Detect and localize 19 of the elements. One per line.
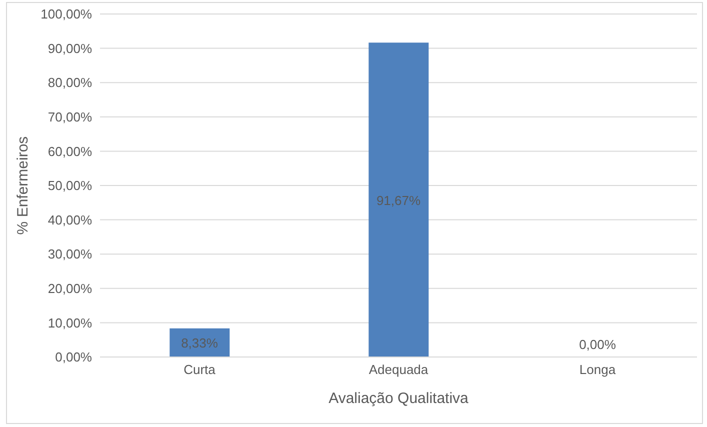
y-tick-label: 90,00%	[48, 40, 92, 56]
y-axis-title: % Enfermeiros	[14, 136, 32, 235]
data-label: 0,00%	[579, 337, 616, 352]
y-tick-label: 50,00%	[48, 178, 92, 194]
y-tick-label: 10,00%	[48, 315, 92, 330]
y-tick-label: 20,00%	[48, 281, 92, 296]
data-label: 8,33%	[181, 336, 218, 351]
y-tick-label: 40,00%	[48, 212, 92, 228]
y-tick-label: 60,00%	[48, 144, 92, 159]
y-tick-label: 70,00%	[48, 110, 92, 125]
x-tick-label: Curta	[184, 362, 216, 378]
data-label: 91,67%	[376, 192, 421, 208]
y-tick-label: 100,00%	[40, 6, 92, 22]
y-tick-label: 0,00%	[55, 350, 92, 365]
x-tick-label: Longa	[579, 362, 616, 378]
y-tick-label: 30,00%	[48, 246, 92, 262]
x-tick-label: Adequada	[368, 362, 429, 378]
y-tick-label: 80,00%	[48, 75, 92, 90]
x-axis-title: Avaliação Qualitativa	[328, 390, 470, 407]
